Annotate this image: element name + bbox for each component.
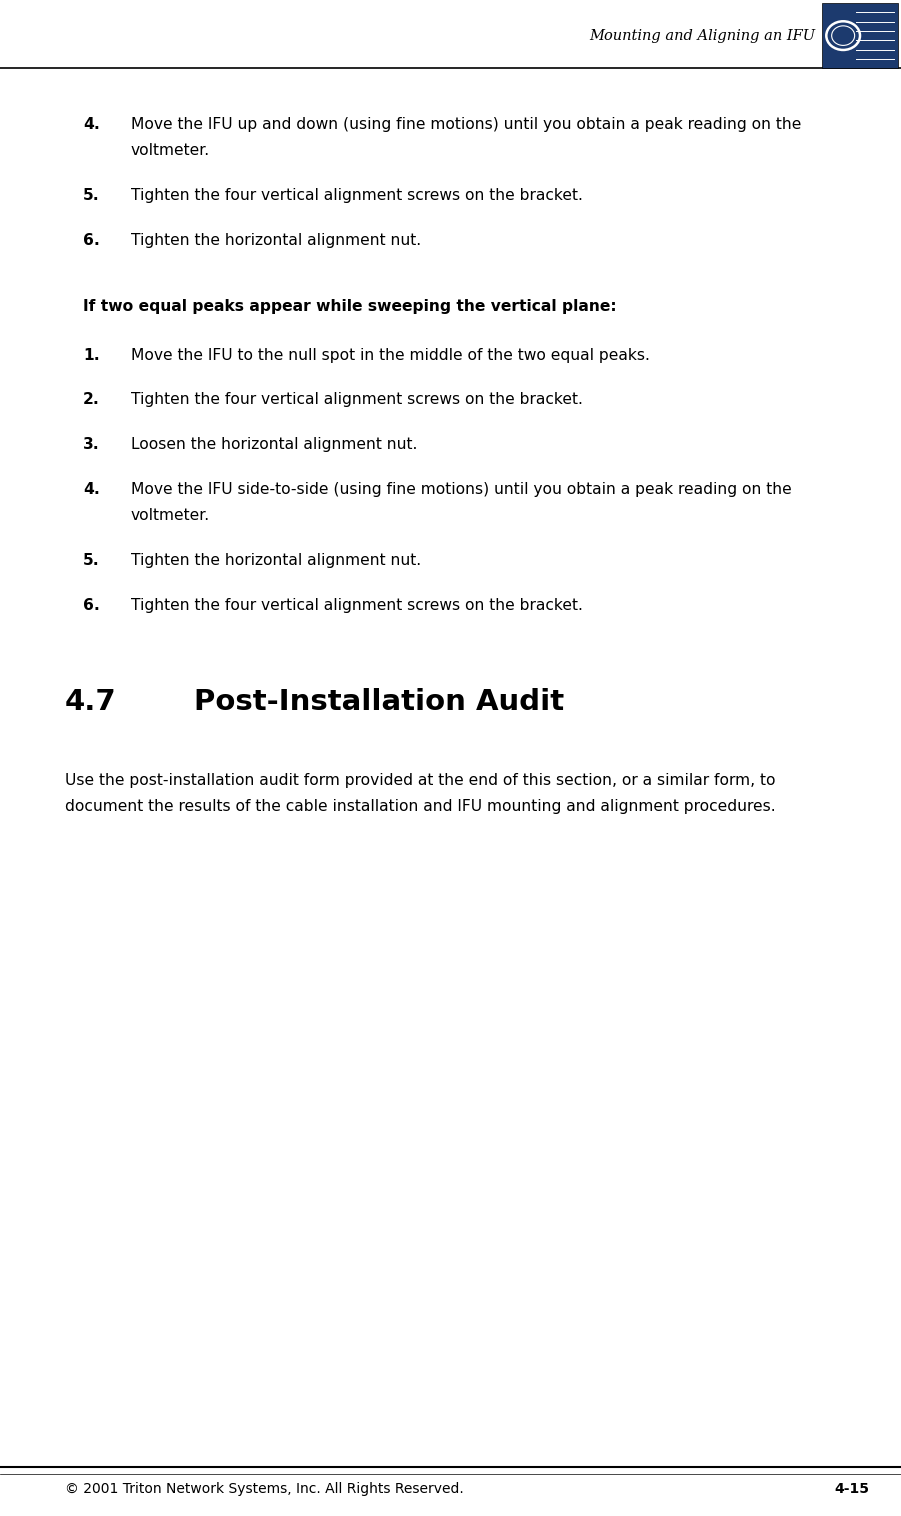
Text: Move the IFU to the null spot in the middle of the two equal peaks.: Move the IFU to the null spot in the mid… xyxy=(131,347,650,362)
Text: Tighten the four vertical alignment screws on the bracket.: Tighten the four vertical alignment scre… xyxy=(131,393,583,408)
Text: Move the IFU side-to-side (using fine motions) until you obtain a peak reading o: Move the IFU side-to-side (using fine mo… xyxy=(131,482,791,497)
Text: Tighten the horizontal alignment nut.: Tighten the horizontal alignment nut. xyxy=(131,232,421,247)
Text: voltmeter.: voltmeter. xyxy=(131,144,210,158)
Text: 4.: 4. xyxy=(83,482,100,497)
Text: Move the IFU up and down (using fine motions) until you obtain a peak reading on: Move the IFU up and down (using fine mot… xyxy=(131,117,801,132)
Text: 4-15: 4-15 xyxy=(834,1481,869,1496)
Text: 5.: 5. xyxy=(83,553,100,568)
Text: Loosen the horizontal alignment nut.: Loosen the horizontal alignment nut. xyxy=(131,437,417,452)
Text: © 2001 Triton Network Systems, Inc. All Rights Reserved.: © 2001 Triton Network Systems, Inc. All … xyxy=(65,1481,464,1496)
Text: document the results of the cable installation and IFU mounting and alignment pr: document the results of the cable instal… xyxy=(65,799,776,814)
Text: If two equal peaks appear while sweeping the vertical plane:: If two equal peaks appear while sweeping… xyxy=(83,299,616,314)
Text: Tighten the four vertical alignment screws on the bracket.: Tighten the four vertical alignment scre… xyxy=(131,188,583,203)
Text: voltmeter.: voltmeter. xyxy=(131,508,210,523)
Text: Post-Installation Audit: Post-Installation Audit xyxy=(194,688,564,716)
Text: 5.: 5. xyxy=(83,188,100,203)
Text: 3.: 3. xyxy=(83,437,100,452)
Text: Tighten the four vertical alignment screws on the bracket.: Tighten the four vertical alignment scre… xyxy=(131,597,583,612)
Text: Use the post-installation audit form provided at the end of this section, or a s: Use the post-installation audit form pro… xyxy=(65,773,776,788)
Text: Tighten the horizontal alignment nut.: Tighten the horizontal alignment nut. xyxy=(131,553,421,568)
Text: 6.: 6. xyxy=(83,232,100,247)
Text: 4.: 4. xyxy=(83,117,100,132)
Text: 1.: 1. xyxy=(83,347,100,362)
Text: 6.: 6. xyxy=(83,597,100,612)
Text: 2.: 2. xyxy=(83,393,100,408)
Text: Mounting and Aligning an IFU: Mounting and Aligning an IFU xyxy=(589,29,815,42)
Text: 4.7: 4.7 xyxy=(65,688,116,716)
